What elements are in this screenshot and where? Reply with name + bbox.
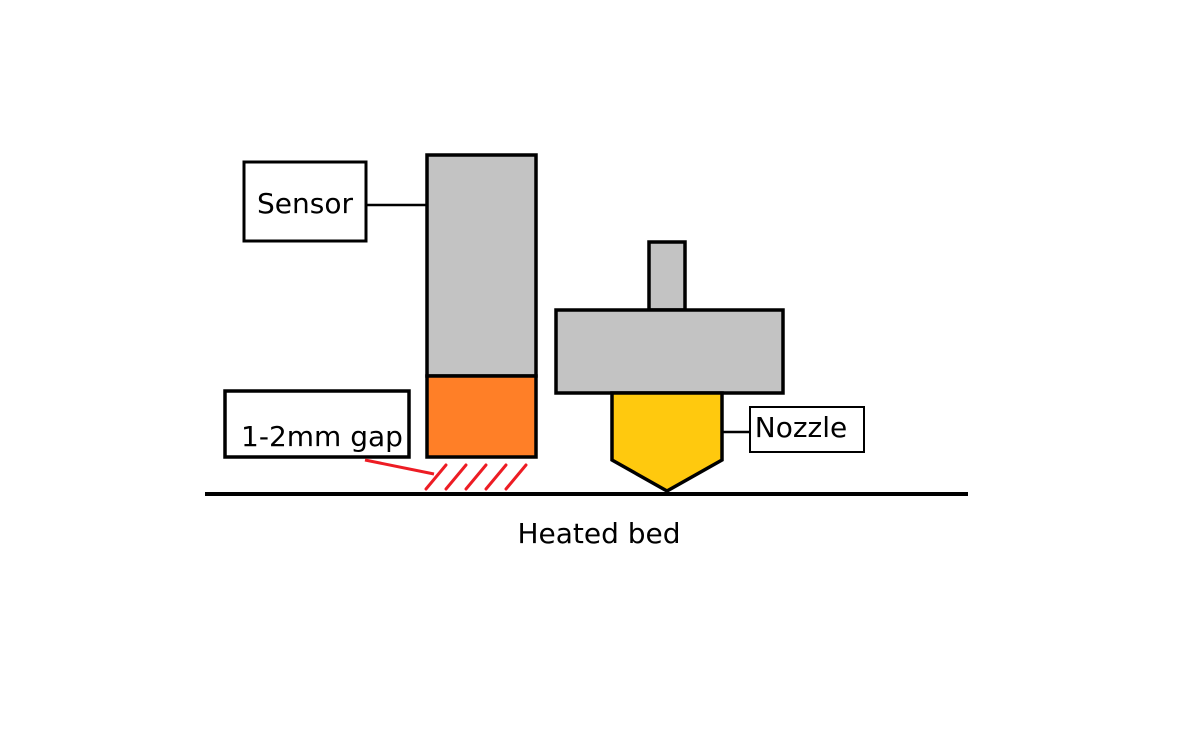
sensor-label: Sensor	[257, 187, 353, 220]
filament-stub	[647, 240, 687, 312]
gap-label-box	[223, 389, 411, 459]
nozzle-label-box	[749, 406, 865, 453]
sensor-body	[425, 153, 538, 378]
nozzle-label: Nozzle	[755, 411, 847, 444]
gap-hatch	[424, 463, 528, 491]
gap-label: 1-2mm gap	[241, 420, 403, 453]
gap-hatch-mark	[424, 463, 448, 491]
nozzle-tip	[610, 391, 724, 494]
heated-bed-label: Heated bed	[517, 517, 680, 550]
gap-hatch-mark	[464, 463, 488, 491]
gap-hatch-mark	[504, 463, 528, 491]
gap-leader-line	[364, 458, 435, 476]
sensor-tip	[425, 374, 538, 459]
sensor-label-box	[242, 160, 368, 243]
gap-hatch-mark	[484, 463, 508, 491]
gap-hatch-mark	[444, 463, 468, 491]
heater-block	[554, 308, 785, 395]
